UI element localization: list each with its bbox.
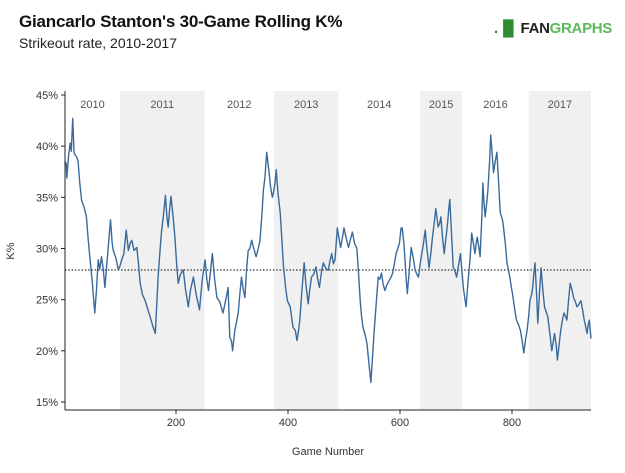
y-tick-label: 40% xyxy=(36,141,58,153)
season-label: 2014 xyxy=(367,99,391,111)
series-line-k-percent xyxy=(64,117,592,384)
y-tick-label: 20% xyxy=(36,346,58,358)
season-label: 2015 xyxy=(429,99,453,111)
season-label: 2016 xyxy=(483,99,507,111)
season-band-2017 xyxy=(528,91,591,410)
x-tick-label: 400 xyxy=(279,417,297,429)
x-tick-label: 800 xyxy=(503,417,521,429)
logo-text-fan: FAN xyxy=(520,20,550,37)
y-axis-label: K% xyxy=(5,242,17,259)
logo-text-graphs: GRAPHS xyxy=(549,20,613,37)
season-labels: 2010 2011 2012 2013 2014 2015 2016 2017 xyxy=(80,99,572,111)
season-label: 2017 xyxy=(548,99,572,111)
x-tick-label: 200 xyxy=(167,417,185,429)
season-label: 2011 xyxy=(150,99,174,111)
y-tick-label: 35% xyxy=(36,192,58,204)
season-band-2011 xyxy=(120,91,205,410)
fangraphs-logo: .▐▌ FANGRAPHS xyxy=(494,20,612,37)
y-tick-label: 45% xyxy=(36,90,58,102)
y-tick-label: 30% xyxy=(36,243,58,255)
axes: 15% 20% 25% 30% 35% 40% 45% 200 400 600 800 xyxy=(36,90,591,429)
season-label: 2010 xyxy=(80,99,104,111)
season-label: 2012 xyxy=(227,99,251,111)
logo-mark-icon: .▐▌ xyxy=(494,20,519,37)
x-tick-label: 600 xyxy=(391,417,409,429)
x-axis-label: Game Number xyxy=(292,446,364,458)
season-bands xyxy=(120,91,591,410)
season-label: 2013 xyxy=(294,99,318,111)
y-tick-label: 15% xyxy=(36,397,58,409)
chart-subtitle: Strikeout rate, 2010-2017 xyxy=(19,35,177,51)
chart-title: Giancarlo Stanton's 30-Game Rolling K% xyxy=(19,12,343,31)
season-band-2013 xyxy=(274,91,339,410)
y-tick-label: 25% xyxy=(36,295,58,307)
